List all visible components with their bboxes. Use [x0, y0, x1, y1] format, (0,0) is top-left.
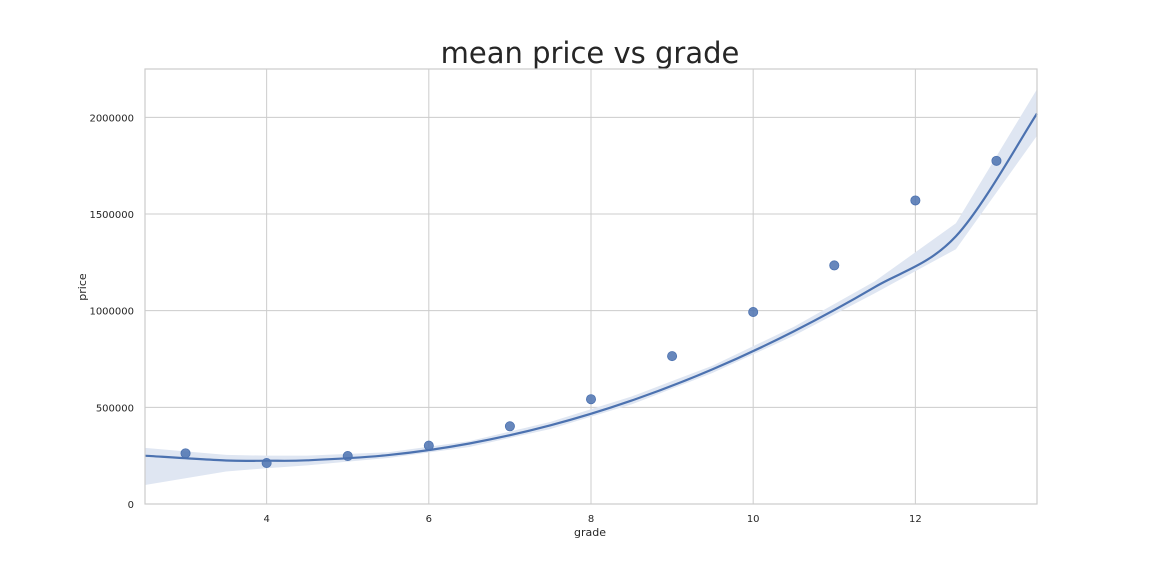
data-point [667, 351, 678, 362]
x-tick-label: 10 [747, 514, 760, 525]
data-point [991, 155, 1002, 166]
data-point [180, 448, 191, 459]
data-point [910, 195, 921, 206]
data-point [748, 307, 759, 318]
y-axis-ticks: 0 500000 1000000 1500000 2000000 [89, 113, 134, 511]
y-tick-label: 2000000 [89, 113, 134, 124]
x-axis-label: grade [574, 526, 606, 539]
y-tick-label: 500000 [96, 403, 134, 414]
x-tick-label: 4 [263, 514, 269, 525]
data-point [586, 394, 597, 405]
data-point [504, 421, 515, 432]
x-tick-label: 12 [909, 514, 922, 525]
x-axis-ticks: 4 6 8 10 12 [263, 514, 921, 525]
data-point [829, 260, 840, 271]
x-tick-label: 6 [426, 514, 432, 525]
chart-title: mean price vs grade [441, 36, 740, 70]
grid [145, 69, 1037, 505]
data-point [261, 458, 272, 469]
y-tick-label: 1500000 [89, 210, 134, 221]
data-point [423, 440, 434, 451]
y-tick-label: 1000000 [89, 307, 134, 318]
y-axis-label: price [76, 273, 89, 301]
data-point [342, 451, 353, 462]
plot-frame [144, 68, 1038, 505]
x-tick-label: 8 [588, 514, 594, 525]
data-points-layer [180, 155, 1002, 469]
y-tick-label: 0 [128, 500, 134, 511]
